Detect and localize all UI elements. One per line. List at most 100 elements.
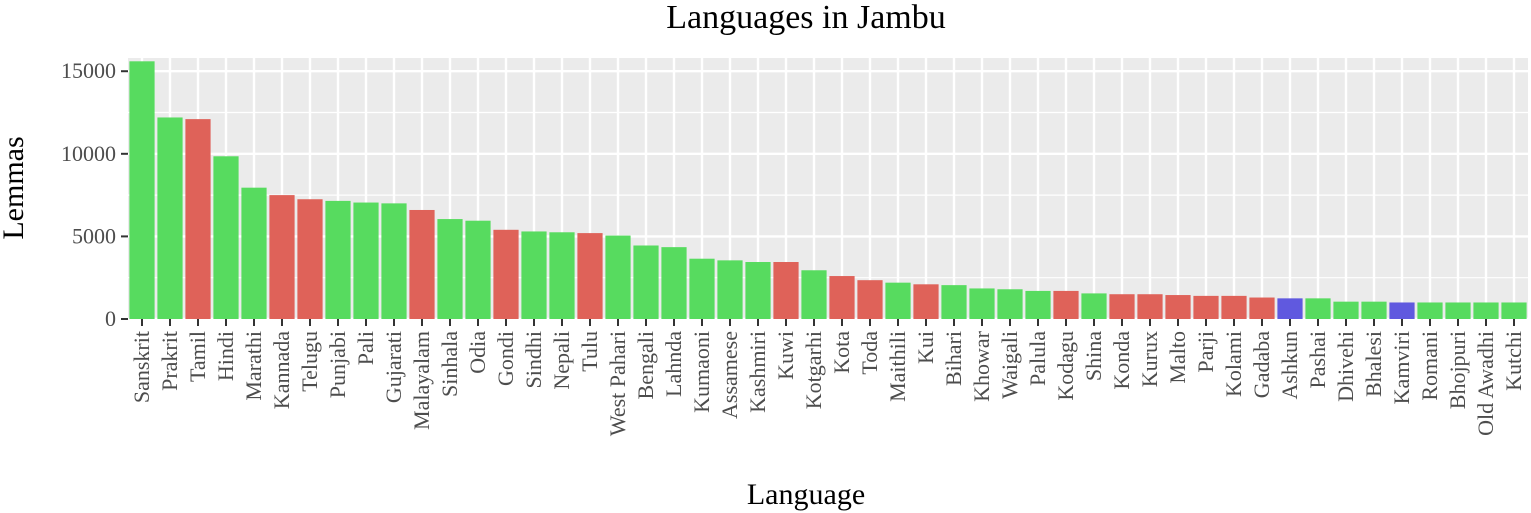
x-tick-label: Malto [1165,331,1190,384]
x-tick-label: Marathi [241,331,266,401]
bar-konda [1109,294,1135,319]
bar-sindhi [521,231,547,319]
y-axis: 0 5000 10000 15000 [61,58,128,331]
x-tick-label: Kashmiri [745,331,770,413]
x-tick-label: Bhalesi [1361,331,1386,397]
bar-kamviri [1389,302,1415,319]
bar-kutchi [1501,302,1527,319]
x-tick-label: Parji [1193,331,1218,373]
bar-ashkun [1277,298,1303,319]
x-tick-label: Shina [1081,331,1106,381]
bar-marathi [241,187,267,319]
bar-kui [913,284,939,319]
chart-title: Languages in Jambu [666,0,946,36]
x-tick-label: Hindi [213,331,238,381]
x-tick-label: Pashai [1305,331,1330,388]
bar-kolami [1221,295,1247,319]
bar-romani [1417,302,1443,319]
x-tick-label: Konda [1109,331,1134,390]
x-tick-label: Tulu [577,331,602,372]
bar-bhalesi [1361,301,1387,319]
bar-assamese [717,260,743,319]
x-tick-label: Ashkun [1277,331,1302,399]
x-tick-label: Lahnda [661,331,686,397]
x-tick-label: Old Awadhi [1473,331,1498,436]
bar-lahnda [661,247,687,319]
bar-khowar [969,288,995,319]
x-tick-label: Kui [913,331,938,364]
x-tick-label: Khowar [969,330,994,402]
x-tick-label: Prakrit [157,331,182,391]
bar-tamil [185,119,211,319]
x-tick-label: Tamil [185,331,210,382]
bar-pali [353,202,379,319]
x-tick-label: Dhivehi [1333,331,1358,402]
bar-bhojpuri [1445,302,1471,319]
bar-kuwi [773,262,799,319]
x-tick-label: Bihari [941,331,966,386]
x-tick-label: West Pahari [605,331,630,436]
bar-kannada [269,195,295,319]
x-axis-title: Language [747,478,865,511]
x-tick-label: Kumaoni [689,331,714,413]
x-tick-label: Kodagu [1053,331,1078,401]
x-tick-label: Malayalam [409,331,434,430]
bar-bengali [633,245,659,319]
bar-old-awadhi [1473,302,1499,319]
x-tick-label: Telugu [297,331,322,392]
x-tick-label: Kuwi [773,331,798,380]
x-tick-label: Kota [829,331,854,374]
x-tick-label: Gondi [493,331,518,386]
bar-bihari [941,285,967,319]
x-tick-label: Odia [465,331,490,374]
bar-maithili [885,282,911,319]
bar-kodagu [1053,290,1079,319]
bar-kota [829,276,855,319]
bar-shina [1081,293,1107,319]
bar-pashai [1305,298,1331,319]
x-tick-label: Gadaba [1249,331,1274,398]
x-tick-label: Kolami [1221,331,1246,397]
bar-parji [1193,295,1219,319]
bar-sanskrit [129,61,155,319]
bar-kumaoni [689,258,715,319]
bar-tulu [577,233,603,319]
bar-hindi [213,156,239,319]
x-tick-label: Pali [353,331,378,365]
x-tick-label: Kutchi [1501,331,1526,391]
x-tick-label: Sindhi [521,331,546,388]
bar-sinhala [437,219,463,319]
bar-toda [857,280,883,319]
x-tick-label: Punjabi [325,331,350,398]
x-tick-label: Palula [1025,331,1050,386]
x-tick-label: Maithili [885,331,910,402]
bar-nepali [549,232,575,319]
x-tick-label: Kannada [269,331,294,409]
bar-prakrit [157,117,183,319]
y-tick-label: 10000 [61,141,116,166]
x-tick-label: Sinhala [437,331,462,397]
x-tick-label: Bhojpuri [1445,331,1470,409]
bars [129,61,1527,319]
bar-gujarati [381,203,407,319]
x-tick-label: Sanskrit [129,331,154,403]
bar-telugu [297,199,323,319]
x-tick-label: Nepali [549,331,574,390]
bar-malayalam [409,209,435,319]
bar-gondi [493,229,519,319]
y-tick-label: 0 [105,306,116,331]
x-tick-label: Assamese [717,331,742,419]
bar-west-pahari [605,235,631,319]
x-tick-label: Romani [1417,331,1442,401]
x-axis: Sanskrit Prakrit Tamil Hindi Marathi Kannada T… [129,319,1526,436]
bar-waigali [997,289,1023,319]
bar-kashmiri [745,262,771,319]
bar-gadaba [1249,297,1275,319]
bar-palula [1025,290,1051,319]
x-tick-label: Kamviri [1389,331,1414,404]
x-tick-label: Gujarati [381,331,406,403]
x-tick-label: Bengali [633,331,658,399]
bar-punjabi [325,200,351,319]
bar-dhivehi [1333,301,1359,319]
